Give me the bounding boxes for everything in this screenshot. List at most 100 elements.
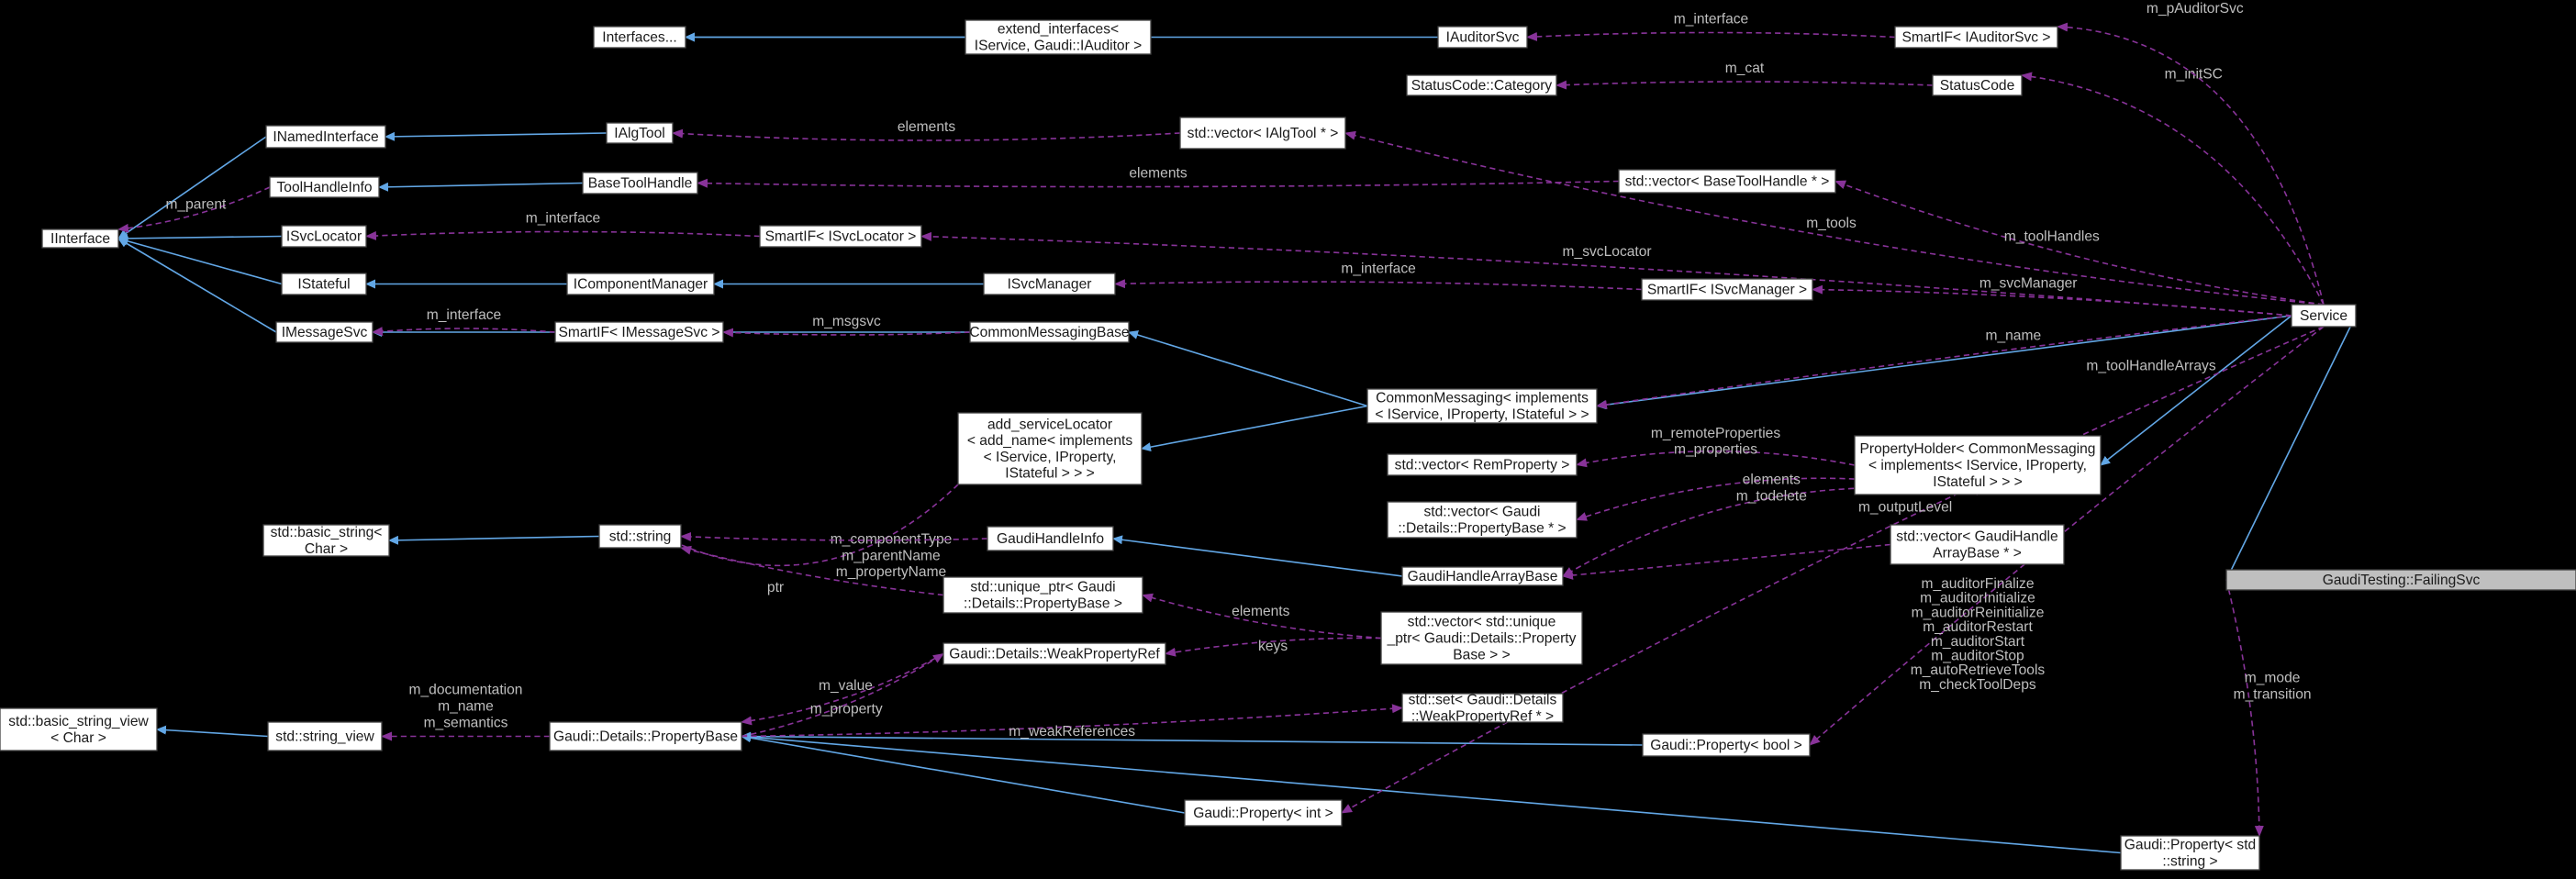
svg-text:std::vector< RemProperty >: std::vector< RemProperty > [1395, 458, 1570, 473]
svg-text:< add_name< implements: < add_name< implements [967, 433, 1133, 449]
svg-text:elements: elements [1129, 166, 1187, 182]
svg-text:m_name: m_name [1985, 328, 2041, 344]
svg-text:std::string_view: std::string_view [275, 729, 374, 745]
svg-text:Gaudi::Details::PropertyBase: Gaudi::Details::PropertyBase [553, 729, 738, 745]
svg-text:StatusCode: StatusCode [1940, 78, 2015, 94]
svg-text:elements: elements [898, 119, 955, 135]
svg-text:Service: Service [2300, 308, 2347, 324]
svg-text:Gaudi::Property< std: Gaudi::Property< std [2124, 838, 2256, 853]
svg-text:m_transition: m_transition [2234, 686, 2312, 702]
svg-text:GaudiTesting::FailingSvc: GaudiTesting::FailingSvc [2323, 573, 2481, 588]
svg-text:GaudiHandleArrayBase: GaudiHandleArrayBase [1408, 569, 1558, 584]
svg-text:IComponentManager: IComponentManager [574, 277, 708, 293]
svg-text:_ptr< Gaudi::Details::Property: _ptr< Gaudi::Details::Property [1387, 631, 1577, 647]
svg-text:elements: elements [1232, 604, 1289, 619]
svg-text:Gaudi::Property< int >: Gaudi::Property< int > [1193, 806, 1333, 821]
svg-text:SmartIF< IMessageSvc >: SmartIF< IMessageSvc > [559, 325, 720, 340]
svg-text:std::basic_string<: std::basic_string< [271, 525, 383, 540]
svg-text:m_todelete: m_todelete [1736, 488, 1807, 504]
svg-text:::WeakPropertyRef * >: ::WeakPropertyRef * > [1411, 708, 1554, 724]
svg-text:m_semantics: m_semantics [424, 715, 508, 730]
svg-text:IService, Gaudi::IAuditor >: IService, Gaudi::IAuditor > [975, 38, 1142, 53]
svg-text:m_interface: m_interface [427, 307, 501, 323]
svg-text:elements: elements [1743, 473, 1801, 488]
svg-text:Char >: Char > [305, 541, 348, 557]
svg-text:CommonMessaging< implements: CommonMessaging< implements [1376, 391, 1589, 406]
svg-text:IAlgTool: IAlgTool [614, 126, 664, 141]
svg-text:m_msgsvc: m_msgsvc [812, 314, 881, 329]
svg-text:Interfaces...: Interfaces... [602, 30, 676, 46]
svg-text:ISvcLocator: ISvcLocator [286, 229, 362, 245]
svg-text:< IService, IProperty,: < IService, IProperty, [984, 450, 1117, 465]
svg-text:m_parent: m_parent [165, 197, 227, 213]
svg-text:m_tools: m_tools [1806, 216, 1857, 231]
svg-text:::string >: ::string > [2162, 853, 2217, 869]
svg-text:std::string: std::string [609, 529, 672, 545]
svg-text:ISvcManager: ISvcManager [1008, 277, 1092, 293]
svg-text:m_auditorInitialize: m_auditorInitialize [1920, 591, 2035, 606]
svg-text:keys: keys [1258, 639, 1288, 654]
svg-text:m_parentName: m_parentName [842, 548, 940, 563]
svg-text:m_mode: m_mode [2245, 671, 2301, 686]
svg-text:::Details::PropertyBase * >: ::Details::PropertyBase * > [1398, 520, 1566, 536]
svg-text:add_serviceLocator: add_serviceLocator [987, 417, 1112, 432]
svg-text:SmartIF< ISvcLocator >: SmartIF< ISvcLocator > [765, 229, 917, 245]
svg-text:StatusCode::Category: StatusCode::Category [1411, 78, 1553, 94]
svg-text:CommonMessagingBase: CommonMessagingBase [969, 325, 1129, 340]
svg-text:::Details::PropertyBase >: ::Details::PropertyBase > [964, 595, 1122, 611]
svg-text:m_autoRetrieveTools: m_autoRetrieveTools [1911, 662, 2046, 678]
svg-text:m_auditorStop: m_auditorStop [1931, 649, 2024, 664]
svg-text:m_value: m_value [819, 678, 873, 694]
svg-text:SmartIF< ISvcManager >: SmartIF< ISvcManager > [1647, 283, 1807, 298]
svg-text:m_cat: m_cat [1725, 61, 1765, 76]
svg-text:m_auditorStart: m_auditorStart [1931, 634, 2025, 650]
svg-text:m_propertyName: m_propertyName [836, 564, 946, 580]
svg-text:m_svcManager: m_svcManager [1979, 275, 2078, 291]
svg-text:m_auditorReinitialize: m_auditorReinitialize [1912, 605, 2045, 620]
svg-text:extend_interfaces<: extend_interfaces< [998, 22, 1119, 38]
svg-text:ToolHandleInfo: ToolHandleInfo [276, 180, 372, 195]
svg-text:m_auditorFinalize: m_auditorFinalize [1921, 576, 2034, 592]
svg-text:m_interface: m_interface [1341, 261, 1415, 277]
svg-text:GaudiHandleInfo: GaudiHandleInfo [997, 531, 1104, 547]
svg-text:ArrayBase * >: ArrayBase * > [1933, 545, 2022, 561]
svg-text:Base > >: Base > > [1453, 647, 1510, 662]
svg-text:IAuditorSvc: IAuditorSvc [1446, 30, 1520, 46]
svg-text:IStateful > > >: IStateful > > > [1933, 474, 2023, 490]
svg-text:IMessageSvc: IMessageSvc [282, 325, 368, 340]
svg-text:std::vector< GaudiHandle: std::vector< GaudiHandle [1896, 529, 2057, 545]
svg-text:ptr: ptr [767, 580, 784, 595]
svg-text:IStateful: IStateful [297, 277, 350, 293]
svg-text:std::set< Gaudi::Details: std::set< Gaudi::Details [1409, 693, 1557, 708]
svg-text:std::vector< std::unique: std::vector< std::unique [1408, 615, 1556, 630]
svg-text:std::vector< Gaudi: std::vector< Gaudi [1424, 505, 1541, 520]
svg-text:m_interface: m_interface [526, 211, 600, 227]
svg-text:< IService, IProperty, IStatef: < IService, IProperty, IStateful > > [1375, 406, 1589, 422]
svg-text:BaseToolHandle: BaseToolHandle [588, 176, 693, 192]
svg-text:< Char >: < Char > [50, 730, 106, 746]
svg-text:PropertyHolder< CommonMessagin: PropertyHolder< CommonMessaging [1860, 441, 2096, 457]
svg-text:Gaudi::Property< bool >: Gaudi::Property< bool > [1650, 738, 1802, 753]
svg-text:IInterface: IInterface [50, 231, 110, 247]
svg-text:m_properties: m_properties [1674, 442, 1757, 458]
svg-text:m_pAuditorSvc: m_pAuditorSvc [2147, 1, 2244, 17]
svg-text:m_interface: m_interface [1674, 12, 1748, 28]
svg-text:m_auditorRestart: m_auditorRestart [1923, 619, 2033, 635]
svg-text:std::vector< IAlgTool * >: std::vector< IAlgTool * > [1188, 126, 1339, 141]
svg-text:m_name: m_name [438, 699, 494, 715]
svg-text:SmartIF< IAuditorSvc >: SmartIF< IAuditorSvc > [1901, 30, 2050, 46]
svg-text:m_property: m_property [810, 702, 883, 718]
svg-text:m_checkToolDeps: m_checkToolDeps [1919, 677, 2036, 693]
svg-text:m_svcLocator: m_svcLocator [1563, 244, 1652, 260]
svg-text:INamedInterface: INamedInterface [273, 129, 378, 145]
svg-text:std::unique_ptr< Gaudi: std::unique_ptr< Gaudi [970, 580, 1115, 595]
svg-text:IStateful > > >: IStateful > > > [1005, 466, 1095, 482]
svg-text:Gaudi::Details::WeakPropertyRe: Gaudi::Details::WeakPropertyRef [949, 647, 1160, 662]
svg-text:std::basic_string_view: std::basic_string_view [8, 714, 149, 729]
svg-text:m_documentation: m_documentation [409, 683, 523, 698]
svg-text:m_toolHandleArrays: m_toolHandleArrays [2086, 359, 2215, 374]
svg-text:m_weakReferences: m_weakReferences [1009, 724, 1135, 740]
svg-text:m_outputLevel: m_outputLevel [1858, 500, 1952, 516]
svg-text:< implements< IService, IPrope: < implements< IService, IProperty, [1868, 458, 2087, 473]
svg-text:std::vector< BaseToolHandle *: std::vector< BaseToolHandle * > [1625, 174, 1830, 190]
